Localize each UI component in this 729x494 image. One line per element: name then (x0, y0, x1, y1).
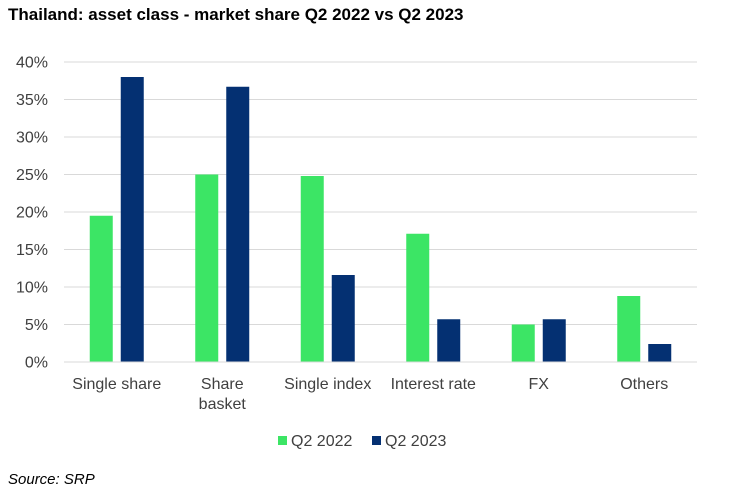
x-category-label: Single share (72, 376, 161, 393)
source-note: Source: SRP (8, 471, 95, 488)
x-category-label: Share basket (199, 376, 247, 413)
bar-q2-2023 (542, 319, 566, 362)
legend-label: Q2 2023 (385, 433, 446, 450)
bar-q2-2022 (195, 174, 219, 362)
legend-swatch (278, 436, 287, 445)
x-category-label: Others (620, 376, 668, 393)
bar-q2-2023 (331, 275, 355, 362)
legend: Q2 2022 Q2 2023 (278, 433, 446, 450)
bar-q2-2022 (89, 215, 113, 362)
bar-q2-2023 (437, 319, 461, 362)
y-tick-label: 30% (16, 130, 48, 147)
legend-label: Q2 2022 (291, 433, 352, 450)
bar-q2-2022 (511, 324, 535, 362)
bar-q2-2023 (120, 77, 144, 362)
legend-swatch (372, 436, 381, 445)
y-tick-label: 5% (25, 317, 48, 334)
y-axis-ticks: 0% 5% 10% 15% 20% 25% 30% 35% 40% (16, 55, 48, 372)
bar-q2-2022 (300, 176, 324, 362)
chart-title: Thailand: asset class - market share Q2 … (8, 5, 464, 24)
bars (89, 77, 672, 362)
x-category-label: FX (529, 376, 550, 393)
bar-q2-2023 (648, 344, 672, 362)
y-tick-label: 15% (16, 242, 48, 259)
x-category-label: Single index (284, 376, 371, 393)
y-tick-label: 10% (16, 280, 48, 297)
bar-q2-2023 (226, 86, 250, 362)
x-category-label: Interest rate (391, 376, 476, 393)
y-tick-label: 20% (16, 205, 48, 222)
y-tick-label: 25% (16, 167, 48, 184)
bar-q2-2022 (406, 233, 430, 362)
gridlines (64, 61, 697, 325)
x-axis-categories: Single share Share basket Single index Inter… (72, 376, 668, 413)
y-tick-label: 0% (25, 355, 48, 372)
y-tick-label: 40% (16, 55, 48, 72)
y-tick-label: 35% (16, 92, 48, 109)
bar-q2-2022 (617, 296, 641, 362)
